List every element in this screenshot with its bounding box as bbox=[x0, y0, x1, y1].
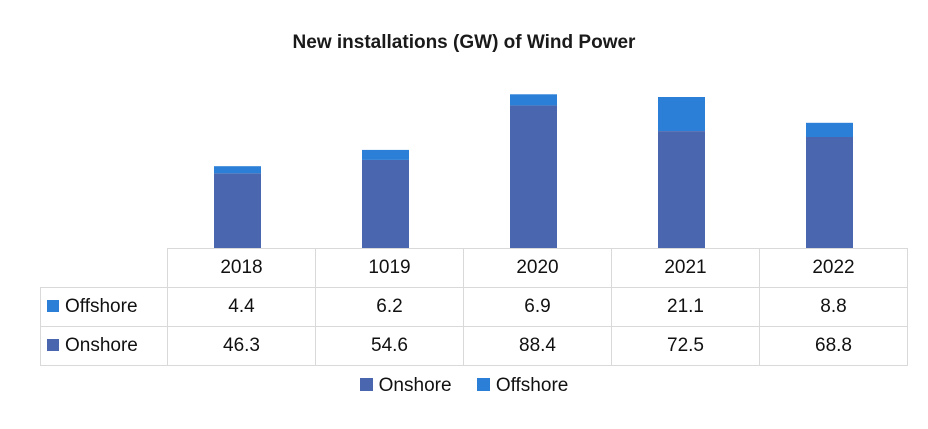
bar-offshore-1019 bbox=[362, 149, 409, 160]
chart-title: New installations (GW) of Wind Power bbox=[292, 32, 636, 53]
bar-onshore-1019 bbox=[362, 159, 409, 248]
bar-offshore-2021 bbox=[658, 97, 705, 131]
data-label: 4.4 bbox=[167, 287, 316, 327]
data-label: 8.8 bbox=[759, 287, 908, 327]
category-label: 2022 bbox=[759, 248, 908, 288]
offshore-swatch bbox=[47, 300, 59, 312]
data-label: 46.3 bbox=[167, 326, 316, 366]
row-header-onshore: Onshore bbox=[40, 326, 168, 366]
data-label: 88.4 bbox=[463, 326, 612, 366]
plot-area bbox=[214, 94, 853, 249]
bar-offshore-2018 bbox=[214, 166, 261, 174]
bar-offshore-2022 bbox=[806, 122, 853, 137]
row-label: Onshore bbox=[65, 335, 138, 356]
category-label: 2020 bbox=[463, 248, 612, 288]
legend: Onshore Offshore bbox=[0, 375, 928, 397]
offshore-legend-swatch bbox=[476, 378, 490, 391]
data-label: 68.8 bbox=[759, 326, 908, 366]
data-label: 6.9 bbox=[463, 287, 612, 327]
legend-label: Offshore bbox=[495, 375, 569, 396]
bar-onshore-2021 bbox=[658, 131, 705, 248]
category-label: 2018 bbox=[167, 248, 316, 288]
data-label: 21.1 bbox=[611, 287, 760, 327]
category-label: 2021 bbox=[611, 248, 760, 288]
onshore-legend-swatch bbox=[359, 378, 373, 391]
legend-item-onshore: Onshore bbox=[359, 375, 452, 397]
bar-onshore-2020 bbox=[510, 105, 557, 249]
row-header-offshore: Offshore bbox=[40, 287, 168, 327]
bar-onshore-2022 bbox=[806, 137, 853, 248]
bar-offshore-2020 bbox=[510, 94, 557, 106]
table-row-offshore: Offshore 4.4 6.2 6.9 21.1 8.8 bbox=[40, 287, 908, 327]
data-label: 6.2 bbox=[315, 287, 464, 327]
bar-onshore-2018 bbox=[214, 173, 261, 248]
legend-item-offshore: Offshore bbox=[476, 375, 569, 397]
table-corner bbox=[40, 248, 168, 288]
category-label: 1019 bbox=[315, 248, 464, 288]
table-header-row: 2018 1019 2020 2021 2022 bbox=[40, 248, 908, 288]
onshore-swatch bbox=[47, 339, 59, 351]
legend-label: Onshore bbox=[378, 375, 452, 396]
data-label: 72.5 bbox=[611, 326, 760, 366]
table-row-onshore: Onshore 46.3 54.6 88.4 72.5 68.8 bbox=[40, 326, 908, 366]
data-table: 2018 1019 2020 2021 2022 Offshore 4.4 6.… bbox=[40, 248, 908, 366]
row-label: Offshore bbox=[65, 296, 138, 317]
data-label: 54.6 bbox=[315, 326, 464, 366]
